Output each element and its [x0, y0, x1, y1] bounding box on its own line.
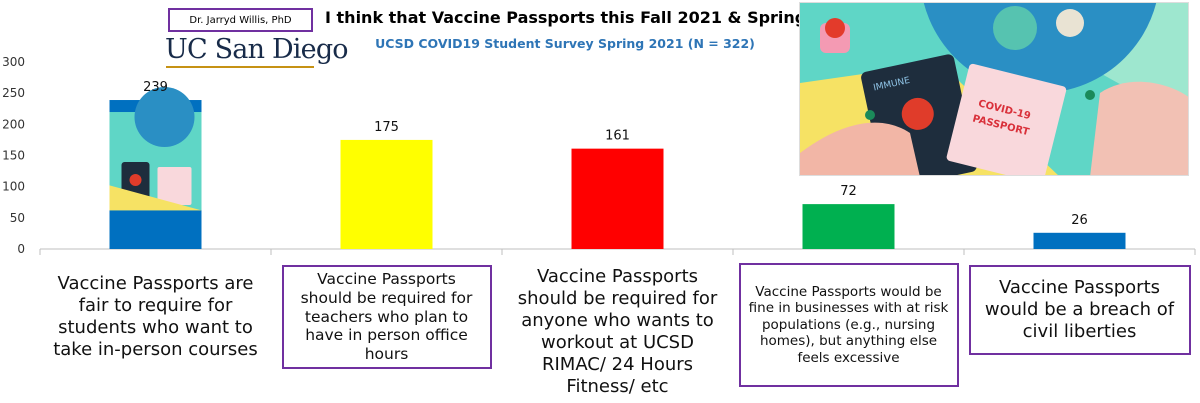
bar — [340, 139, 433, 249]
bar — [571, 148, 664, 249]
bars-group — [109, 87, 1126, 249]
category-label: Vaccine Passports should be required for… — [281, 265, 492, 369]
category-label: Vaccine Passports would be a breach of c… — [968, 265, 1191, 355]
chart-title: I think that Vaccine Passports this Fall… — [325, 8, 857, 27]
bar — [1033, 232, 1126, 249]
bar-value-label: 175 — [374, 120, 399, 135]
category-label: Vaccine Passports would be fine in busin… — [738, 263, 959, 387]
y-tick-label: 300 — [2, 55, 25, 69]
data-labels-group: 239 175 161 72 26 — [143, 80, 1088, 228]
author-name: Dr. Jarryd Willis, PhD — [189, 14, 292, 26]
chart-subtitle: UCSD COVID19 Student Survey Spring 2021 … — [375, 36, 755, 51]
y-tick-label: 0 — [17, 242, 25, 256]
bar-value-label: 161 — [605, 129, 630, 144]
y-tick-label: 250 — [2, 86, 25, 100]
category-label: Vaccine Passports should be required for… — [517, 266, 718, 397]
y-tick-label: 150 — [2, 149, 25, 163]
y-tick-label: 50 — [10, 211, 25, 225]
passport-illustration: IMMUNE COVID-19 PASSPORT — [799, 2, 1189, 176]
bar-value-label: 72 — [840, 184, 857, 199]
y-tick-label: 100 — [2, 180, 25, 194]
category-label: Vaccine Passports are fair to require fo… — [53, 273, 258, 360]
bar-value-label: 239 — [143, 80, 168, 95]
logo-underline — [166, 66, 314, 68]
bar-value-label: 26 — [1071, 213, 1088, 228]
bar-thumbnail-image — [109, 87, 202, 211]
author-box: Dr. Jarryd Willis, PhD — [168, 8, 313, 32]
y-tick-label: 200 — [2, 117, 25, 131]
bar — [802, 204, 895, 249]
